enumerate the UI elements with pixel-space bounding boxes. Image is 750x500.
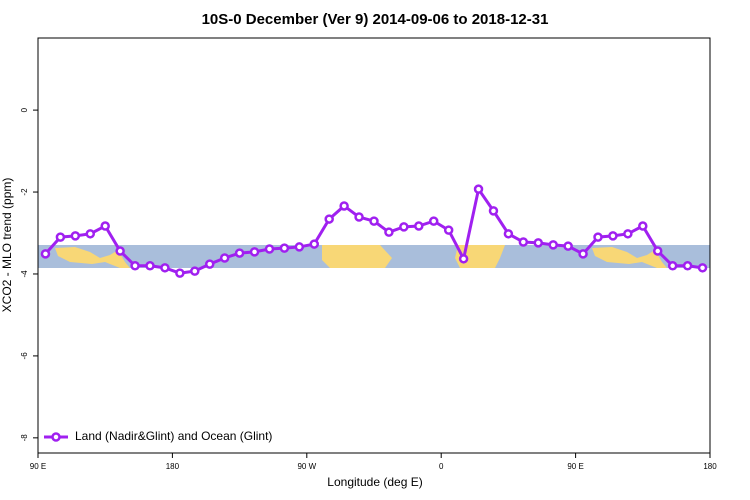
point	[384, 227, 394, 237]
plot-frame	[37, 37, 711, 454]
point	[279, 243, 290, 253]
point	[40, 249, 51, 259]
point	[563, 241, 573, 251]
point	[638, 221, 648, 231]
x-tick-label: 90 E	[30, 462, 46, 471]
point	[204, 259, 215, 269]
point	[55, 232, 66, 242]
point	[175, 268, 185, 278]
point	[234, 248, 245, 258]
point	[608, 231, 618, 241]
point	[145, 261, 155, 271]
y-tick-label: -6	[20, 352, 29, 360]
y-tick-label: -2	[20, 188, 29, 196]
point	[428, 216, 439, 226]
legend-marker	[51, 432, 61, 442]
point	[369, 216, 379, 226]
point	[414, 221, 424, 231]
point	[100, 221, 110, 231]
point	[458, 254, 469, 264]
point	[354, 212, 364, 222]
point	[533, 238, 544, 248]
point	[294, 242, 305, 252]
point	[652, 246, 663, 256]
y-axis-label: XCO2 - MLO trend (ppm)	[0, 178, 14, 313]
point	[548, 240, 558, 250]
point	[488, 206, 499, 216]
point	[682, 261, 693, 271]
point	[473, 184, 484, 194]
point	[697, 263, 708, 273]
point	[219, 253, 230, 263]
point	[130, 261, 140, 271]
point	[264, 244, 275, 254]
x-tick-label: 0	[439, 462, 444, 471]
y-tick-label: 0	[20, 107, 29, 112]
legend-label: Land (Nadir&Glint) and Ocean (Glint)	[75, 429, 272, 443]
y-tick-label: -8	[20, 434, 29, 442]
y-tick-label: -4	[20, 270, 29, 278]
point	[667, 261, 678, 271]
point	[339, 201, 349, 211]
point	[115, 246, 125, 256]
point	[190, 266, 200, 276]
point	[623, 229, 633, 239]
point	[324, 214, 334, 224]
point	[443, 225, 454, 235]
point	[578, 249, 588, 259]
point	[249, 247, 260, 257]
point	[70, 231, 81, 241]
x-tick-label: 180	[166, 462, 180, 471]
x-tick-label: 90 E	[567, 462, 583, 471]
point	[85, 229, 96, 239]
point	[160, 263, 170, 273]
point	[593, 232, 603, 242]
point	[399, 222, 409, 232]
point	[309, 239, 320, 249]
x-axis-label: Longitude (deg E)	[327, 475, 422, 489]
x-tick-label: 90 W	[297, 462, 316, 471]
x-tick-label: 180	[703, 462, 717, 471]
point	[518, 237, 529, 247]
point	[503, 229, 514, 239]
chart-title: 10S-0 December (Ver 9) 2014-09-06 to 201…	[202, 11, 549, 28]
